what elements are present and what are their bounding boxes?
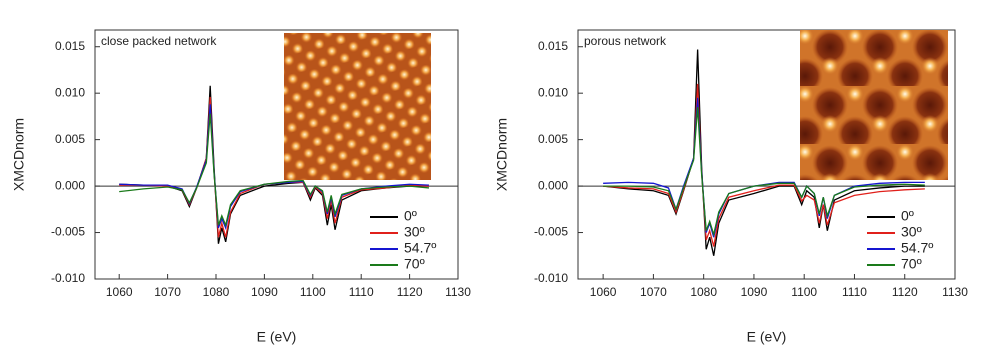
x-tick-label: 1100 xyxy=(791,285,817,299)
y-tick-label: 0.000 xyxy=(538,178,568,192)
y-axis-title: XMCDnorm xyxy=(494,118,510,191)
stm-inset-close-packed xyxy=(284,33,431,180)
x-tick-label: 1070 xyxy=(154,285,181,299)
legend-label: 70º xyxy=(901,256,922,272)
y-tick-label: -0.010 xyxy=(534,271,568,285)
x-axis-title: E (eV) xyxy=(747,329,787,345)
legend-label: 0º xyxy=(404,208,417,224)
legend-label: 0º xyxy=(901,208,914,224)
x-tick-label: 1060 xyxy=(106,285,133,299)
y-tick-label: -0.010 xyxy=(51,271,85,285)
x-tick-label: 1110 xyxy=(842,285,867,299)
x-tick-label: 1120 xyxy=(892,285,918,299)
x-tick-label: 1100 xyxy=(300,285,326,299)
y-tick-label: 0.005 xyxy=(55,132,85,146)
annotation: porous network xyxy=(584,34,667,48)
y-tick-label: 0.010 xyxy=(55,85,85,99)
y-tick-label: 0.015 xyxy=(538,39,568,53)
y-tick-label: -0.005 xyxy=(51,225,85,239)
legend-label: 70º xyxy=(404,256,425,272)
legend-label: 30º xyxy=(901,224,922,240)
x-tick-label: 1080 xyxy=(690,285,717,299)
y-tick-label: -0.005 xyxy=(534,225,568,239)
x-tick-label: 1130 xyxy=(942,285,968,299)
y-tick-label: 0.010 xyxy=(538,85,568,99)
y-tick-label: 0.005 xyxy=(538,132,568,146)
x-tick-label: 1070 xyxy=(640,285,667,299)
x-tick-label: 1130 xyxy=(445,285,471,299)
y-tick-label: 0.015 xyxy=(55,39,85,53)
figure: -0.010 -0.005 0.000 0.005 0.010 0.015 1060 1070… xyxy=(0,0,986,347)
legend-label: 54.7º xyxy=(901,240,933,256)
x-tick-label: 1120 xyxy=(397,285,423,299)
y-tick-label: 0.000 xyxy=(55,178,85,192)
x-tick-label: 1060 xyxy=(590,285,617,299)
x-tick-label: 1090 xyxy=(251,285,278,299)
y-axis-title: XMCDnorm xyxy=(11,118,27,191)
x-tick-label: 1080 xyxy=(203,285,230,299)
x-tick-label: 1110 xyxy=(349,285,374,299)
stm-inset-porous xyxy=(800,30,948,180)
annotation: close packed network xyxy=(101,34,217,48)
x-tick-label: 1090 xyxy=(741,285,768,299)
x-axis-title: E (eV) xyxy=(257,329,297,345)
legend-label: 30º xyxy=(404,224,425,240)
legend-label: 54.7º xyxy=(404,240,436,256)
